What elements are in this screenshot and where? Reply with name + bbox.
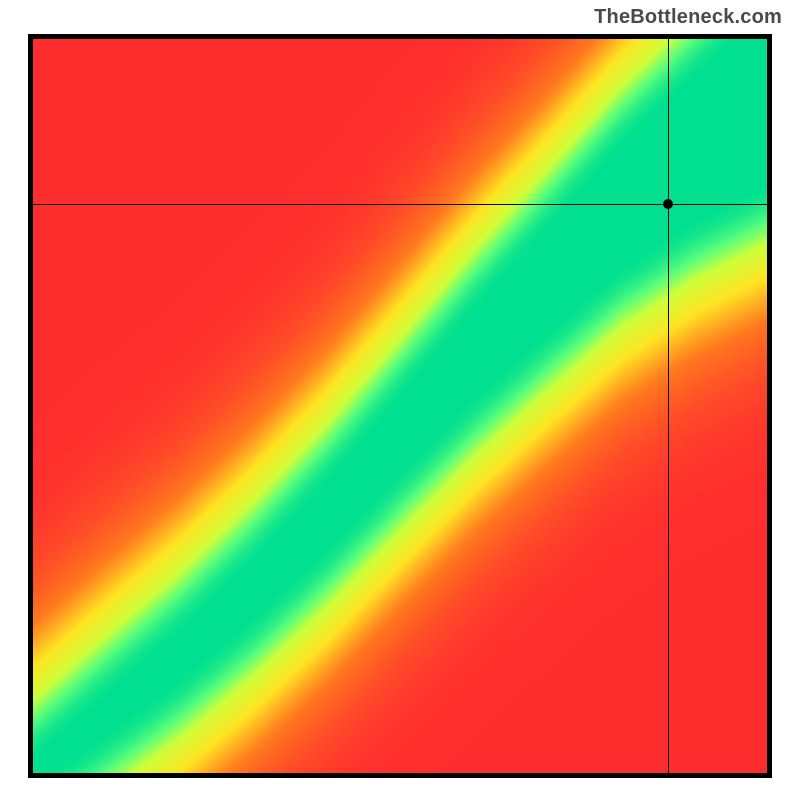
figure-container: { "watermark": { "text": "TheBottleneck.… [0, 0, 800, 800]
crosshair-horizontal [33, 204, 767, 205]
heatmap-canvas [33, 39, 767, 773]
marker-point [663, 199, 673, 209]
heatmap-plot [28, 34, 772, 778]
watermark-text: TheBottleneck.com [594, 6, 782, 29]
crosshair-vertical [668, 39, 669, 773]
